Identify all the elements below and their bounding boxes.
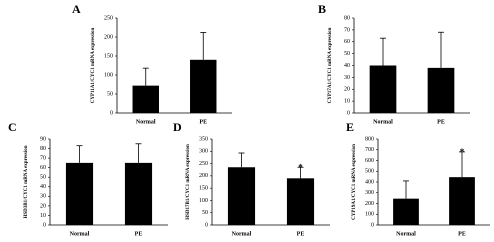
- y-axis-label: HSD3B1/CYC1 mRNA expression: [24, 145, 29, 218]
- y-axis-label: CYP19A1/CYC1 mRNA expression: [352, 144, 357, 220]
- y-tick-label: 70: [40, 155, 46, 161]
- y-tick-label: 150: [104, 53, 113, 59]
- bar: [65, 162, 94, 225]
- y-tick-label: 800: [365, 136, 374, 142]
- x-tick-label: PE: [458, 231, 466, 237]
- x-tick-label: PE: [135, 231, 143, 237]
- y-tick-label: 50: [344, 51, 350, 57]
- x-tick-label: PE: [437, 119, 445, 125]
- bar: [369, 65, 397, 113]
- bar: [393, 198, 419, 225]
- x-tick-label: Normal: [70, 231, 90, 237]
- bar: [227, 167, 256, 225]
- x-tick-label: Normal: [232, 231, 252, 237]
- y-tick-label: 0: [205, 222, 208, 228]
- panel-letter: D: [173, 120, 182, 134]
- y-tick-label: 0: [110, 110, 113, 116]
- y-tick-label: 20: [40, 203, 46, 209]
- x-tick-label: Normal: [396, 231, 416, 237]
- y-tick-label: 100: [365, 212, 374, 218]
- y-tick-label: 20: [344, 87, 350, 93]
- y-tick-label: 100: [199, 198, 208, 204]
- y-tick-label: 70: [344, 27, 350, 33]
- x-tick-label: PE: [297, 231, 305, 237]
- x-tick-label: PE: [199, 119, 207, 125]
- y-tick-label: 200: [199, 173, 208, 179]
- y-tick-label: 0: [347, 110, 350, 116]
- y-tick-label: 50: [40, 175, 46, 181]
- y-tick-label: 0: [371, 222, 374, 228]
- y-tick-label: 50: [202, 210, 208, 216]
- y-tick-label: 80: [344, 15, 350, 21]
- y-axis-label: CYP11A1/CYC1 mRNA expression: [91, 28, 96, 104]
- y-tick-label: 200: [365, 201, 374, 207]
- y-tick-label: 400: [365, 179, 374, 185]
- bar: [427, 67, 455, 113]
- y-tick-label: 60: [344, 39, 350, 45]
- y-tick-label: 50: [107, 91, 113, 97]
- y-tick-label: 30: [344, 75, 350, 81]
- y-tick-label: 10: [40, 213, 46, 219]
- y-tick-label: 300: [365, 190, 374, 196]
- y-tick-label: 350: [199, 136, 208, 142]
- panel-letter: A: [72, 2, 81, 16]
- bar: [132, 85, 159, 113]
- y-tick-label: 200: [104, 34, 113, 40]
- y-tick-label: 250: [104, 15, 113, 21]
- panel-letter: C: [8, 120, 17, 134]
- y-tick-label: 500: [365, 169, 374, 175]
- bar: [124, 162, 153, 225]
- significance-mark: *: [298, 162, 303, 172]
- significance-mark: *: [460, 147, 465, 157]
- y-tick-label: 150: [199, 186, 208, 192]
- y-tick-label: 40: [40, 184, 46, 190]
- y-tick-label: 250: [199, 161, 208, 167]
- y-tick-label: 40: [344, 63, 350, 69]
- y-tick-label: 700: [365, 147, 374, 153]
- y-tick-label: 10: [344, 99, 350, 105]
- y-tick-label: 90: [40, 136, 46, 142]
- y-tick-label: 600: [365, 158, 374, 164]
- y-tick-label: 60: [40, 165, 46, 171]
- y-tick-label: 100: [104, 72, 113, 78]
- panel-letter: E: [346, 120, 354, 134]
- x-tick-label: Normal: [373, 119, 393, 125]
- y-tick-label: 300: [199, 149, 208, 155]
- panel-letter: B: [318, 2, 326, 16]
- y-axis-label: HSD17B1/CYC1 mRNA expression: [186, 144, 191, 220]
- y-tick-label: 80: [40, 146, 46, 152]
- y-tick-label: 0: [43, 222, 46, 228]
- bar: [286, 178, 315, 225]
- bar: [190, 59, 217, 113]
- x-tick-label: Normal: [136, 119, 156, 125]
- y-tick-label: 30: [40, 194, 46, 200]
- bar: [449, 177, 475, 225]
- y-axis-label: CYP17A1/CYC1 mRNA expression: [328, 27, 333, 103]
